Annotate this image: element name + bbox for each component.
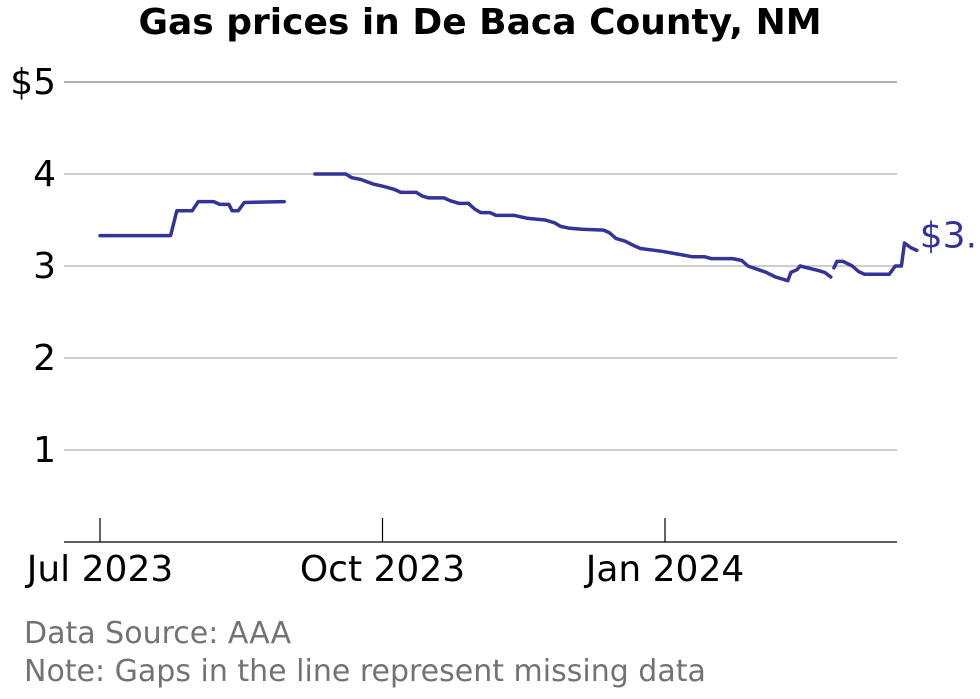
- y-tick-label-2: 2: [33, 338, 56, 379]
- y-tick-label-5: $5: [10, 62, 56, 103]
- price-line-segment-2: [313, 172, 833, 283]
- y-tick-label-1: 1: [33, 430, 56, 471]
- tick-labels: 1 2 3 4 $5 Jul 2023 Oct 2023 Jan 2024 $3.17: [10, 62, 980, 590]
- x-axis: [64, 518, 897, 543]
- y-tick-label-4: 4: [33, 154, 56, 195]
- price-series: [98, 172, 919, 283]
- x-tick-label-0: Jul 2023: [25, 549, 174, 590]
- price-line-segment-1: [98, 199, 286, 238]
- chart-title: Gas prices in De Baca County, NM: [138, 2, 822, 43]
- chart-area: 1 2 3 4 $5 Jul 2023 Oct 2023 Jan 2024 $3.17: [10, 62, 980, 590]
- data-source-note: Data Source: AAA: [24, 616, 292, 651]
- x-tick-label-1: Oct 2023: [300, 549, 465, 590]
- x-tick-label-2: Jan 2024: [584, 549, 745, 590]
- price-line-segment-3: [832, 241, 919, 277]
- gridlines: [64, 81, 897, 451]
- end-value-label: $3.17: [920, 215, 980, 256]
- missing-data-note: Note: Gaps in the line represent missing…: [24, 654, 706, 689]
- y-tick-label-3: 3: [33, 246, 56, 287]
